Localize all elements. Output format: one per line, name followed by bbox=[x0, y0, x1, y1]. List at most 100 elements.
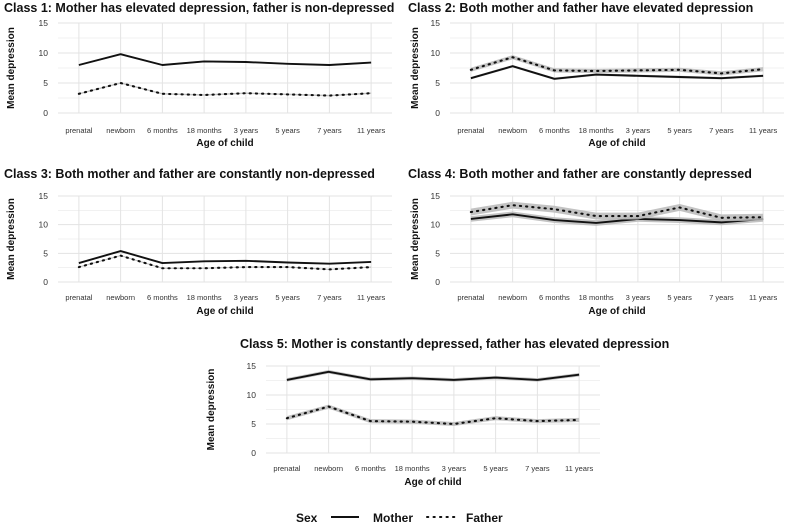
x-tick-label: 18 months bbox=[395, 464, 430, 473]
data-point-father bbox=[245, 93, 246, 94]
x-tick-label: 11 years bbox=[357, 126, 385, 135]
data-point-mother bbox=[120, 250, 121, 251]
legend-title: Sex bbox=[296, 511, 318, 523]
x-tick-label: 6 months bbox=[539, 126, 570, 135]
x-tick-label: 7 years bbox=[317, 126, 342, 135]
data-point-father bbox=[470, 211, 471, 212]
data-point-mother bbox=[721, 222, 722, 223]
x-tick-label: 6 months bbox=[355, 464, 386, 473]
data-point-mother bbox=[162, 262, 163, 263]
series-line-father bbox=[77, 81, 373, 97]
y-axis-label: Mean depression bbox=[410, 198, 421, 280]
confidence-band-father bbox=[286, 404, 580, 427]
data-point-mother bbox=[470, 78, 471, 79]
y-tick-label: 15 bbox=[39, 18, 49, 28]
data-point-mother bbox=[537, 379, 538, 380]
y-tick-label: 10 bbox=[247, 390, 257, 400]
data-point-mother bbox=[78, 262, 79, 263]
data-point-mother bbox=[470, 218, 471, 219]
x-tick-label: 3 years bbox=[234, 293, 259, 302]
x-tick-label: 7 years bbox=[709, 293, 734, 302]
series-line-mother bbox=[78, 250, 372, 265]
series-father bbox=[469, 55, 765, 76]
x-tick-label: 11 years bbox=[565, 464, 593, 473]
data-point-mother bbox=[512, 66, 513, 67]
data-point-mother bbox=[204, 61, 205, 62]
x-axis-label: Age of child bbox=[196, 138, 253, 149]
x-tick-label: prenatal bbox=[457, 126, 484, 135]
data-point-father bbox=[763, 69, 764, 70]
data-point-mother bbox=[162, 64, 163, 65]
x-tick-label: 7 years bbox=[525, 464, 550, 473]
panels: Class 1: Mother has elevated depression,… bbox=[4, 1, 784, 488]
y-tick-label: 15 bbox=[431, 191, 441, 201]
y-tick-label: 15 bbox=[431, 18, 441, 28]
y-axis-label: Mean depression bbox=[6, 198, 17, 280]
data-point-mother bbox=[371, 261, 372, 262]
data-point-father bbox=[512, 205, 513, 206]
x-tick-label: prenatal bbox=[65, 293, 92, 302]
x-tick-label: 3 years bbox=[626, 126, 651, 135]
data-point-father bbox=[287, 94, 288, 95]
gridlines bbox=[58, 22, 392, 114]
panel-title: Class 5: Mother is constantly depressed,… bbox=[240, 337, 669, 351]
data-point-father bbox=[679, 207, 680, 208]
x-tick-label: 18 months bbox=[187, 126, 222, 135]
data-point-mother bbox=[495, 377, 496, 378]
data-point-father bbox=[162, 268, 163, 269]
data-point-father bbox=[721, 73, 722, 74]
data-point-mother bbox=[763, 75, 764, 76]
gridlines bbox=[450, 22, 784, 114]
data-point-mother bbox=[596, 222, 597, 223]
y-axis-label: Mean depression bbox=[6, 27, 17, 109]
x-tick-label: 5 years bbox=[667, 126, 692, 135]
series-line-mother bbox=[78, 53, 372, 66]
series-line-father bbox=[469, 204, 765, 219]
x-tick-label: newborn bbox=[498, 293, 527, 302]
data-point-father bbox=[370, 421, 371, 422]
x-tick-label: 7 years bbox=[709, 126, 734, 135]
x-tick-label: 3 years bbox=[442, 464, 467, 473]
data-point-father bbox=[596, 215, 597, 216]
data-point-father bbox=[78, 266, 79, 267]
series-line-father bbox=[285, 405, 581, 426]
x-tick-label: 11 years bbox=[749, 293, 777, 302]
y-tick-label: 10 bbox=[39, 220, 49, 230]
data-point-father bbox=[371, 266, 372, 267]
x-tick-label: 11 years bbox=[749, 126, 777, 135]
legend: Sex Mother Father bbox=[296, 511, 503, 523]
data-point-mother bbox=[637, 75, 638, 76]
panel-title: Class 2: Both mother and father have ele… bbox=[408, 1, 753, 15]
data-point-father bbox=[763, 217, 764, 218]
data-point-mother bbox=[412, 378, 413, 379]
x-tick-label: 3 years bbox=[234, 126, 259, 135]
x-tick-label: 5 years bbox=[275, 293, 300, 302]
data-point-mother bbox=[371, 62, 372, 63]
data-point-father bbox=[328, 406, 329, 407]
series-father bbox=[285, 404, 581, 427]
data-point-father bbox=[204, 94, 205, 95]
data-point-mother bbox=[245, 260, 246, 261]
y-axis-label: Mean depression bbox=[206, 369, 217, 451]
x-axis-label: Age of child bbox=[588, 138, 645, 149]
data-point-mother bbox=[287, 63, 288, 64]
data-point-mother bbox=[204, 261, 205, 262]
series-mother bbox=[78, 250, 372, 265]
panel-class-3: Class 3: Both mother and father are cons… bbox=[4, 167, 392, 317]
y-tick-label: 0 bbox=[251, 448, 256, 458]
x-tick-label: 6 months bbox=[147, 126, 178, 135]
x-tick-label: 5 years bbox=[275, 126, 300, 135]
gridlines bbox=[266, 365, 600, 454]
y-tick-label: 15 bbox=[247, 361, 257, 371]
y-tick-label: 15 bbox=[39, 191, 49, 201]
data-point-mother bbox=[721, 78, 722, 79]
x-tick-label: 5 years bbox=[667, 293, 692, 302]
data-point-father bbox=[637, 215, 638, 216]
x-tick-label: newborn bbox=[498, 126, 527, 135]
data-point-father bbox=[78, 93, 79, 94]
series-father bbox=[77, 81, 373, 97]
data-point-father bbox=[371, 93, 372, 94]
x-tick-label: prenatal bbox=[273, 464, 300, 473]
data-point-father bbox=[204, 268, 205, 269]
